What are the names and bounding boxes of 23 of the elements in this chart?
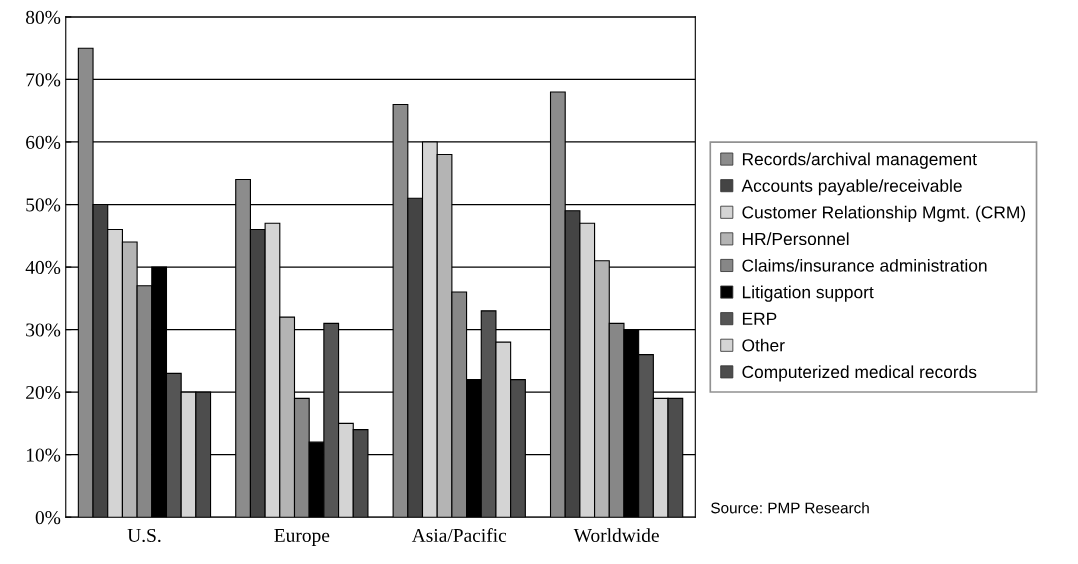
- legend-label: Accounts payable/receivable: [741, 179, 962, 196]
- source-note: Source: PMP Research: [711, 502, 869, 514]
- x-tick-label: Worldwide: [573, 528, 659, 543]
- legend-label: Records/archival management: [742, 152, 977, 169]
- y-tick-label: 30%: [26, 323, 61, 337]
- y-tick-label: 10%: [26, 448, 61, 462]
- x-tick-label: Europe: [274, 529, 330, 546]
- y-tick-label: 80%: [26, 10, 61, 24]
- y-tick-label: 0%: [35, 511, 61, 525]
- legend-label: HR/Personnel: [742, 232, 849, 246]
- y-tick-label: 50%: [26, 198, 61, 212]
- y-tick-label: 40%: [25, 260, 61, 275]
- legend-label: Claims/insurance administration: [742, 258, 987, 272]
- legend-label: Litigation support: [742, 285, 874, 302]
- legend-label: ERP: [742, 312, 777, 325]
- y-tick-label: 20%: [26, 385, 61, 400]
- y-tick-label: 70%: [26, 73, 61, 87]
- legend-label: Other: [742, 338, 785, 352]
- x-tick-label: Asia/Pacific: [411, 528, 507, 542]
- x-tick-label: U.S.: [127, 528, 161, 543]
- legend-label: Customer Relationship Mgmt. (CRM): [742, 205, 1026, 222]
- y-tick-label: 60%: [26, 135, 61, 149]
- legend-label: Computerized medical records: [742, 365, 977, 382]
